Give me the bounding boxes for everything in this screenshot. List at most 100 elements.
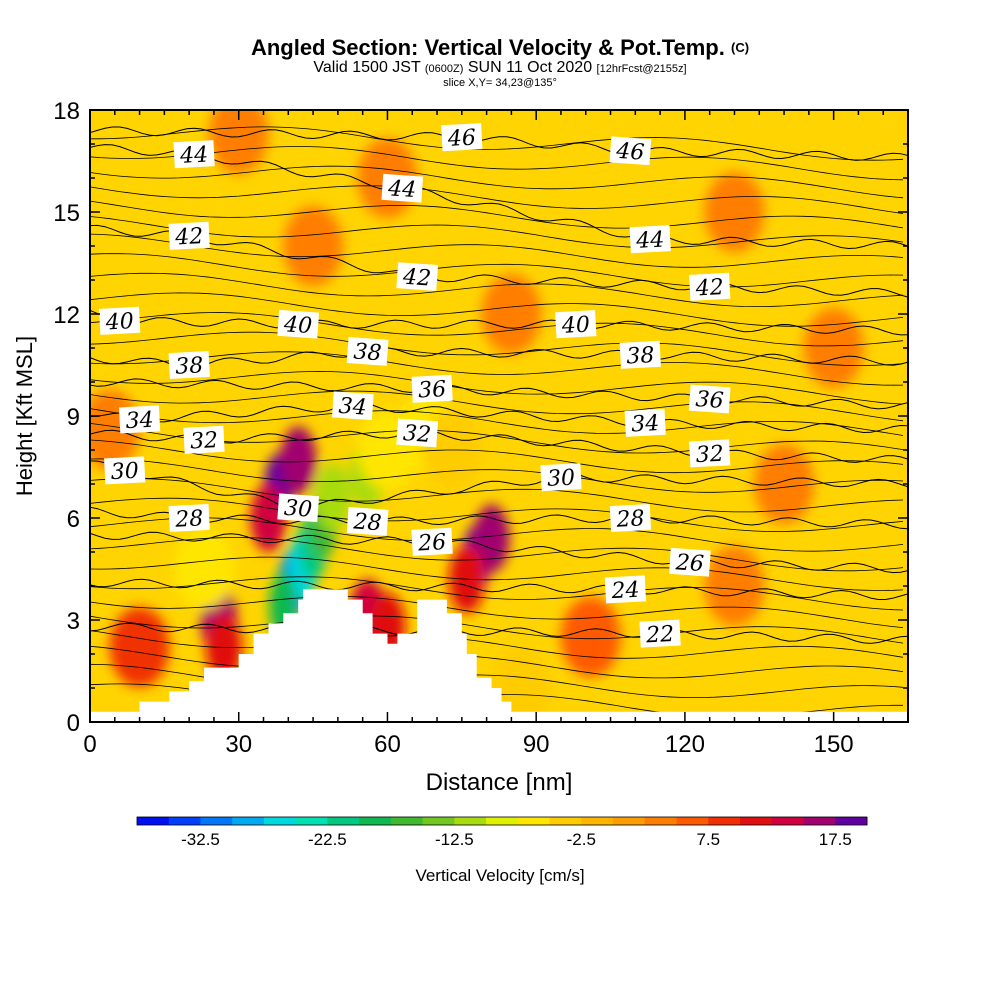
x-tick-label: 120 bbox=[665, 731, 705, 758]
isentrope-line bbox=[90, 146, 904, 181]
svg-text:30: 30 bbox=[546, 465, 575, 491]
contour-label-44: 44 bbox=[381, 173, 424, 203]
contour-label-26: 26 bbox=[669, 547, 711, 577]
isentrope-line bbox=[90, 556, 904, 591]
isentrope-line bbox=[90, 370, 904, 405]
contour-label-38: 38 bbox=[619, 340, 661, 370]
colorbar-swatch bbox=[422, 817, 455, 825]
x-tick-label: 30 bbox=[225, 731, 252, 758]
contour-label-44: 44 bbox=[173, 140, 215, 169]
velocity-cell-31 bbox=[754, 444, 815, 524]
svg-text:24: 24 bbox=[610, 578, 640, 604]
colorbar-swatch bbox=[771, 817, 805, 825]
colorbar-tick-label: -32.5 bbox=[181, 830, 220, 849]
isentrope-line bbox=[90, 439, 904, 474]
velocity-cell-24 bbox=[208, 110, 269, 174]
svg-text:38: 38 bbox=[353, 339, 383, 366]
theta-contour-44 bbox=[90, 144, 908, 250]
title-block: Angled Section: Vertical Velocity & Pot.… bbox=[0, 35, 1000, 90]
contour-label-32: 32 bbox=[396, 418, 439, 448]
svg-text:28: 28 bbox=[352, 509, 383, 536]
colorbar-swatch bbox=[835, 817, 868, 825]
chart-title: Angled Section: Vertical Velocity & Pot.… bbox=[250, 35, 750, 60]
colorbar-swatch bbox=[708, 817, 741, 825]
contour-label-34: 34 bbox=[624, 408, 666, 438]
isentrope-line bbox=[90, 595, 904, 628]
terrain-mask bbox=[90, 589, 908, 722]
colorbar-swatch bbox=[803, 817, 836, 825]
colorbar: -32.5 -22.5 -12.5 -2.5 7.5 17.5 bbox=[136, 816, 868, 849]
theta-contour-22 bbox=[90, 622, 908, 644]
theta-contour-42 bbox=[90, 224, 908, 298]
contour-label-42: 42 bbox=[168, 221, 210, 251]
isentrope-line bbox=[90, 537, 904, 572]
velocity-cell-22 bbox=[174, 529, 235, 609]
svg-text:34: 34 bbox=[338, 394, 368, 421]
theta-contour-40 bbox=[90, 309, 908, 336]
contour-label-32: 32 bbox=[183, 425, 225, 455]
contour-label-30: 30 bbox=[540, 463, 582, 492]
y-tick-label: 12 bbox=[53, 302, 80, 329]
svg-text:36: 36 bbox=[695, 387, 725, 414]
velocity-cell-2 bbox=[250, 484, 287, 552]
isentrope-line bbox=[90, 292, 904, 327]
contour-label-42: 42 bbox=[396, 262, 439, 292]
theta-contour-26 bbox=[90, 531, 908, 574]
theta-contour-24 bbox=[90, 578, 908, 600]
isentrope-line bbox=[90, 630, 904, 659]
svg-text:30: 30 bbox=[283, 496, 313, 523]
contour-labels: 44 44 44 42 42 42 40 40 40 38 38 38 36 36 34 34 34 32 32 32… bbox=[99, 123, 731, 648]
svg-text:34: 34 bbox=[125, 408, 154, 434]
contour-label-28: 28 bbox=[346, 507, 389, 536]
y-axis-label: Height [Kft MSL] bbox=[12, 336, 37, 496]
svg-text:42: 42 bbox=[694, 275, 724, 301]
svg-text:44: 44 bbox=[179, 142, 209, 168]
colorbar-swatch bbox=[168, 817, 201, 825]
contour-label-30: 30 bbox=[104, 456, 146, 485]
contour-label-40: 40 bbox=[555, 310, 597, 339]
isentrope-line bbox=[90, 185, 904, 214]
colorbar-tick-label: -12.5 bbox=[435, 830, 474, 849]
isentrope-line bbox=[90, 458, 904, 493]
slice-info: slice X,Y= 34,23@135° bbox=[443, 77, 557, 89]
isentrope-line bbox=[90, 165, 904, 199]
contour-label-26: 26 bbox=[411, 527, 453, 557]
svg-text:46: 46 bbox=[446, 125, 476, 151]
velocity-cell-32 bbox=[704, 546, 765, 626]
plot-area bbox=[90, 110, 908, 722]
colorbar-tick-label: 17.5 bbox=[819, 830, 852, 849]
svg-text:26: 26 bbox=[417, 530, 447, 556]
velocity-cell-6 bbox=[473, 504, 510, 573]
isentrope-line bbox=[90, 312, 904, 347]
velocity-cell-11 bbox=[560, 597, 621, 677]
colorbar-tick-label: -2.5 bbox=[567, 830, 596, 849]
x-tick-label: 0 bbox=[83, 731, 96, 758]
colorbar-tick-label: 7.5 bbox=[696, 830, 720, 849]
y-tick-label: 6 bbox=[67, 506, 80, 533]
colorbar-tick-label: -22.5 bbox=[308, 830, 347, 849]
svg-text:40: 40 bbox=[104, 309, 134, 335]
colorbar-swatch bbox=[390, 817, 424, 825]
x-tick-label: 150 bbox=[814, 731, 854, 758]
y-tick-label: 9 bbox=[67, 404, 80, 431]
isentrope-line bbox=[90, 517, 904, 552]
colorbar-swatch bbox=[200, 817, 233, 825]
colorbar-swatch bbox=[137, 817, 170, 825]
y-tick-label: 15 bbox=[53, 200, 80, 227]
y-tick-label: 0 bbox=[67, 710, 80, 737]
y-tick-label: 3 bbox=[67, 608, 80, 635]
contour-label-38: 38 bbox=[346, 337, 389, 366]
colorbar-swatch bbox=[232, 817, 265, 825]
svg-text:46: 46 bbox=[614, 139, 645, 166]
isentrope-line bbox=[90, 423, 904, 454]
colorbar-swatch bbox=[517, 817, 551, 825]
svg-text:32: 32 bbox=[402, 421, 432, 448]
isentrope-line bbox=[90, 497, 904, 533]
isentrope-line bbox=[90, 233, 904, 268]
colorbar-label: Vertical Velocity [cm/s] bbox=[415, 866, 584, 885]
colorbar-swatch bbox=[740, 817, 773, 825]
svg-text:40: 40 bbox=[282, 312, 313, 339]
contour-label-22: 22 bbox=[639, 619, 681, 648]
